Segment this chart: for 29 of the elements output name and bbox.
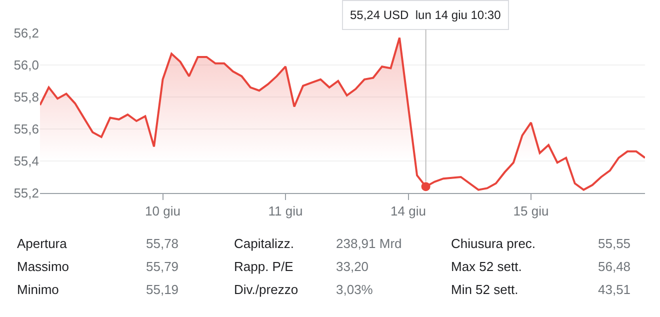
text: Min 52 sett. bbox=[451, 282, 518, 297]
x-tick-label: 14 giu bbox=[390, 204, 426, 219]
text: 33,20 bbox=[336, 259, 369, 274]
text: Capitalizz. bbox=[234, 236, 294, 251]
text: Rapp. P/E bbox=[234, 259, 294, 274]
annotation: 55,24 USD lun 14 giu 10:30 bbox=[350, 8, 502, 22]
y-tick-label: 55,4 bbox=[14, 154, 39, 169]
text: Div./prezzo bbox=[234, 282, 298, 297]
x-tick-label: 15 giu bbox=[513, 204, 549, 219]
text: Massimo bbox=[17, 259, 70, 274]
text: Max 52 sett. bbox=[451, 259, 522, 274]
y-tick-label: 55,8 bbox=[14, 90, 39, 105]
y-tick-label: 56,2 bbox=[14, 26, 39, 41]
y-tick-label: 56,0 bbox=[14, 58, 39, 73]
text: 238,91 Mrd bbox=[336, 236, 402, 251]
y-tick-label: 55,6 bbox=[14, 122, 39, 137]
y-tick-label: 55,2 bbox=[14, 186, 39, 201]
text: Chiusura prec. bbox=[451, 236, 536, 251]
x-tick-label: 11 giu bbox=[268, 204, 303, 219]
text: 3,03% bbox=[336, 282, 374, 297]
text: Apertura bbox=[17, 236, 68, 251]
x-tick-label: 10 giu bbox=[145, 204, 180, 219]
text: 55,79 bbox=[146, 259, 179, 274]
text: 55,55 bbox=[598, 236, 631, 251]
text: 56,48 bbox=[598, 259, 631, 274]
text: 55,19 bbox=[146, 282, 179, 297]
text: 55,78 bbox=[146, 236, 179, 251]
text: Minimo bbox=[17, 282, 59, 297]
text: 43,51 bbox=[598, 282, 631, 297]
